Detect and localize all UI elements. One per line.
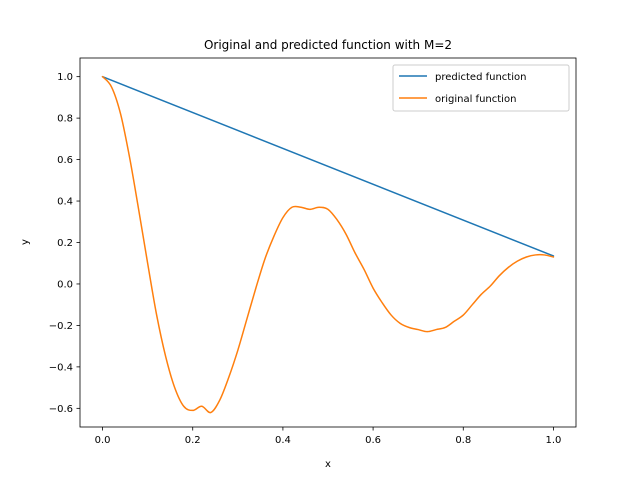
series-layer <box>101 75 555 414</box>
y-axis-ticks: −0.6 −0.4 −0.2 0.0 0.2 0.4 0.6 0.8 1.0 <box>49 72 80 415</box>
x-tick-label: 0.8 <box>455 435 471 446</box>
x-tick-label: 0.4 <box>275 435 291 446</box>
x-axis-label: x <box>325 459 331 470</box>
x-axis-ticks: 0.0 0.2 0.4 0.6 0.8 1.0 <box>95 427 562 446</box>
series-line-original-function <box>101 75 555 414</box>
x-tick-label: 0.6 <box>365 435 381 446</box>
x-tick-label: 0.2 <box>185 435 201 446</box>
plot-area <box>80 58 576 427</box>
y-tick-label: 0.6 <box>57 155 73 166</box>
x-tick-label: 1.0 <box>546 435 562 446</box>
y-tick-label: −0.2 <box>49 321 73 332</box>
y-tick-label: 0.8 <box>57 114 73 125</box>
y-tick-label: 0.2 <box>57 238 73 249</box>
legend: predicted function original function <box>392 64 570 112</box>
y-tick-label: 0.4 <box>57 197 73 208</box>
legend-label-original-function: original function <box>435 94 516 105</box>
legend-label-predicted-function: predicted function <box>435 72 526 83</box>
y-axis-label: y <box>20 239 31 245</box>
y-tick-label: −0.6 <box>49 404 73 415</box>
y-tick-label: 0.0 <box>57 279 73 290</box>
legend-box <box>392 64 570 112</box>
series-line-predicted-function <box>101 75 555 257</box>
chart-title: Original and predicted function with M=2 <box>204 38 452 52</box>
y-tick-label: −0.4 <box>49 362 73 373</box>
x-tick-label: 0.0 <box>95 435 111 446</box>
y-tick-label: 1.0 <box>57 72 73 83</box>
